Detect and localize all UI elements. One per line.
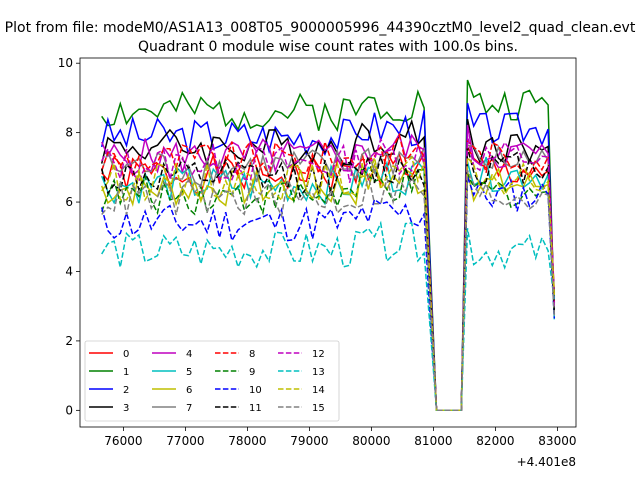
series-lines <box>100 79 556 412</box>
chart-title: Quadrant 0 module wise count rates with … <box>138 39 518 55</box>
legend-label-8: 8 <box>249 349 255 360</box>
legend-label-12: 12 <box>312 349 325 360</box>
legend-box <box>84 340 340 422</box>
legend-label-14: 14 <box>312 385 325 396</box>
series-line-8 <box>100 132 556 412</box>
legend-label-3: 3 <box>123 403 129 414</box>
x-tick-label: 76000 <box>104 434 142 448</box>
legend-label-6: 6 <box>186 385 192 396</box>
x-tick-label: 80000 <box>352 434 390 448</box>
legend-label-0: 0 <box>123 349 129 360</box>
x-offset-label: +4.401e8 <box>517 455 576 469</box>
legend-label-10: 10 <box>249 385 262 396</box>
legend-label-5: 5 <box>186 367 192 378</box>
series-line-15 <box>101 169 556 412</box>
series-line-12 <box>101 135 556 412</box>
series-line-10 <box>100 176 556 412</box>
x-tick-label: 77000 <box>166 434 204 448</box>
series-line-13 <box>101 220 556 412</box>
x-tick-label: 79000 <box>290 434 328 448</box>
legend-label-15: 15 <box>312 403 325 414</box>
legend-label-2: 2 <box>123 385 129 396</box>
y-tick-label: 0 <box>65 403 73 417</box>
series-line-1 <box>101 79 556 412</box>
series-line-4 <box>101 124 556 412</box>
x-tick-label: 81000 <box>414 434 452 448</box>
series-line-7 <box>100 144 556 412</box>
y-tick-label: 10 <box>58 56 73 70</box>
y-axis: 0 2 4 6 8 10 <box>58 56 80 417</box>
x-tick-label: 78000 <box>228 434 266 448</box>
x-tick-label: 82000 <box>476 434 514 448</box>
y-tick-label: 8 <box>65 126 73 140</box>
y-tick-label: 6 <box>65 195 73 209</box>
plot-frame <box>79 57 577 428</box>
y-tick-label: 4 <box>65 264 73 278</box>
legend-label-4: 4 <box>186 349 192 360</box>
y-tick-label: 2 <box>65 334 73 348</box>
legend-label-1: 1 <box>123 367 129 378</box>
legend-label-7: 7 <box>186 403 192 414</box>
series-line-6 <box>100 162 556 412</box>
x-axis: 76000 77000 78000 79000 80000 81000 82000 83000 <box>104 427 576 448</box>
legend-label-13: 13 <box>312 367 325 378</box>
x-tick-label: 83000 <box>538 434 576 448</box>
legend-label-9: 9 <box>249 367 255 378</box>
figure-suptitle: Plot from file: modeM0/AS1A13_008T05_900… <box>5 20 636 36</box>
legend-label-11: 11 <box>249 403 262 414</box>
series-line-9 <box>100 166 556 412</box>
series-line-14 <box>101 155 556 412</box>
